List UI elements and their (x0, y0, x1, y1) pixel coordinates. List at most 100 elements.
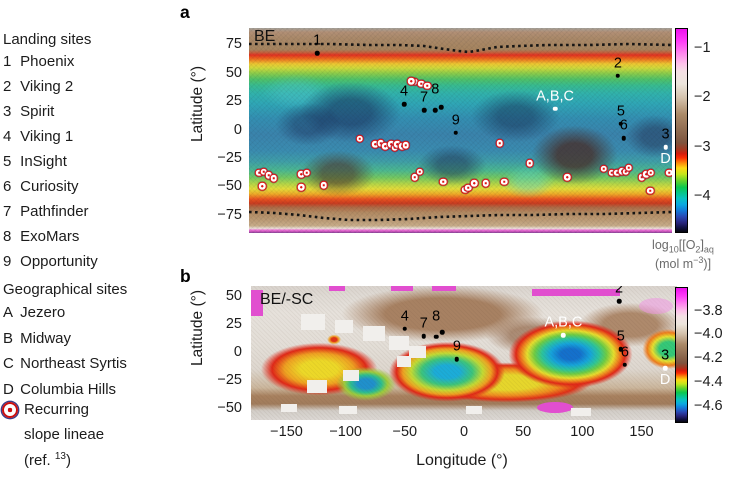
panel-a-letter: a (180, 2, 190, 22)
magenta-patch (329, 286, 345, 291)
recurring-slope-lineae-marker (499, 177, 509, 187)
site-marker-dot-2 (616, 298, 622, 304)
xaxis-label: Longitude (°) (416, 452, 508, 469)
colorbar-units-label: log10[[O2]aq (mol m−3)] (652, 238, 714, 271)
no-data-gap (363, 326, 385, 341)
site-marker-dot-6 (622, 362, 628, 367)
colorbar-tick-label: −1 (694, 39, 711, 56)
colorbar-tick-label: −2 (694, 89, 711, 106)
recurring-slope-lineae-marker (562, 172, 572, 182)
site-marker-label-2: 2 (614, 286, 624, 297)
site-marker-label-9: 9 (451, 112, 460, 129)
y-tick-label: 75 (225, 36, 242, 53)
no-data-gap (307, 380, 327, 393)
recurring-slope-lineae-marker (355, 134, 365, 144)
no-data-gap (397, 356, 411, 367)
recurring-slope-lineae-marker (463, 183, 473, 193)
legend-landing-title: Landing sites (3, 31, 92, 48)
site-marker-label-D: D (660, 151, 671, 167)
rsl-label-line1: Recurring (24, 401, 90, 418)
recurring-slope-lineae-marker (269, 173, 279, 183)
no-data-gap (343, 370, 359, 381)
site-marker-label-7: 7 (419, 315, 428, 332)
site-marker-dot-ABC (561, 332, 566, 338)
recurring-slope-lineae-icon (2, 402, 18, 418)
site-marker-dot-7 (421, 107, 427, 113)
magenta-patch (391, 286, 413, 291)
recurring-slope-lineae-marker (469, 178, 479, 188)
site-marker-label-3D: 3 (661, 347, 670, 364)
site-marker-dot-3D (663, 144, 668, 150)
no-data-gap (281, 404, 297, 412)
map-panel-a-heatmap: BE 1 2 4 7 8 9 A,B,C 5 6 3 D (249, 28, 672, 233)
recurring-slope-lineae-marker (415, 167, 425, 177)
x-tick-label: 150 (629, 424, 654, 440)
site-marker-dot-9 (454, 356, 460, 362)
no-data-gap (339, 406, 357, 414)
no-data-gap (466, 406, 482, 414)
site-marker-dot-8 (438, 104, 444, 110)
x-tick-label: −150 (270, 424, 303, 440)
recurring-slope-lineae-marker (302, 168, 312, 178)
recurring-slope-lineae-marker (624, 163, 634, 173)
map-a-scenario-label: BE (254, 28, 276, 45)
colorbar-tick-label: −3 (694, 138, 711, 155)
magenta-patch (537, 402, 573, 413)
site-marker-dot-5 (618, 346, 624, 352)
stability-boundary-dotted-lines (249, 42, 672, 222)
recurring-slope-lineae-marker (410, 172, 420, 182)
site-marker-dot-7 (421, 334, 427, 339)
x-tick-label: −100 (329, 424, 362, 440)
site-marker-label-ABC: A,B,C (536, 88, 575, 105)
site-marker-dot-8 (432, 107, 438, 113)
y-tick-label: −50 (217, 399, 242, 416)
recurring-slope-lineae-marker (645, 186, 655, 196)
recurring-slope-lineae-marker (422, 81, 432, 91)
site-marker-dot-ABC (552, 106, 558, 112)
no-data-gap (409, 346, 426, 358)
no-data-gap (301, 314, 325, 330)
recurring-slope-lineae-marker (664, 168, 672, 178)
legend-landing-item: 2 Viking 2 (3, 78, 74, 95)
site-marker-label-4: 4 (400, 83, 409, 100)
recurring-slope-lineae-marker (257, 181, 267, 191)
recurring-slope-lineae-marker (599, 164, 609, 174)
site-marker-label-D: D (659, 372, 671, 389)
y-tick-label: −50 (217, 178, 242, 195)
colorbar-tick-label: −3.8 (694, 302, 723, 319)
y-tick-label: 50 (225, 64, 242, 81)
site-marker-label-7: 7 (420, 89, 429, 106)
legend-landing-item: 4 Viking 1 (3, 128, 74, 145)
site-marker-label-1: 1 (313, 32, 322, 49)
legend-landing-item: 3 Spirit (3, 103, 55, 120)
site-marker-label-4: 4 (400, 308, 409, 325)
site-marker-dot-8 (439, 330, 445, 335)
rsl-label-line2: slope lineae (24, 426, 105, 443)
recurring-slope-lineae-marker (646, 168, 656, 178)
colorbar-tick-label: −4.0 (694, 326, 723, 343)
no-data-gap (571, 408, 591, 416)
site-marker-label-2: 2 (613, 55, 622, 72)
legend-geo-title: Geographical sites (3, 281, 128, 298)
colorbar-tick-label: −4.4 (694, 373, 723, 390)
legend-geo-item: D Columbia Hills (3, 380, 117, 398)
legend-landing-item: 5 InSight (3, 153, 67, 170)
no-data-gap (389, 336, 409, 350)
site-marker-label-8: 8 (432, 308, 441, 325)
site-marker-dot-3D (662, 365, 668, 371)
recurring-slope-lineae-marker (406, 76, 416, 86)
y-tick-label: −75 (217, 206, 242, 223)
recurring-slope-lineae-marker (525, 158, 535, 168)
magenta-patch (251, 290, 263, 316)
recurring-slope-lineae-marker (319, 180, 329, 190)
recurring-slope-lineae-marker (296, 182, 306, 192)
site-marker-label-3D: 3 (661, 126, 670, 143)
legend-landing-item: 7 Pathfinder (3, 203, 89, 220)
rsl-label-ref: (ref. 13) (24, 451, 71, 469)
map-panel-b-heatmap: BE/-SC 2 4 7 8 9 A,B,C 5 6 3 D (251, 286, 677, 420)
magenta-patch (432, 286, 456, 291)
site-marker-label-9: 9 (452, 338, 461, 355)
magenta-patch (532, 289, 620, 296)
site-marker-dot-4 (401, 102, 407, 107)
site-marker-dot-9 (453, 130, 459, 136)
